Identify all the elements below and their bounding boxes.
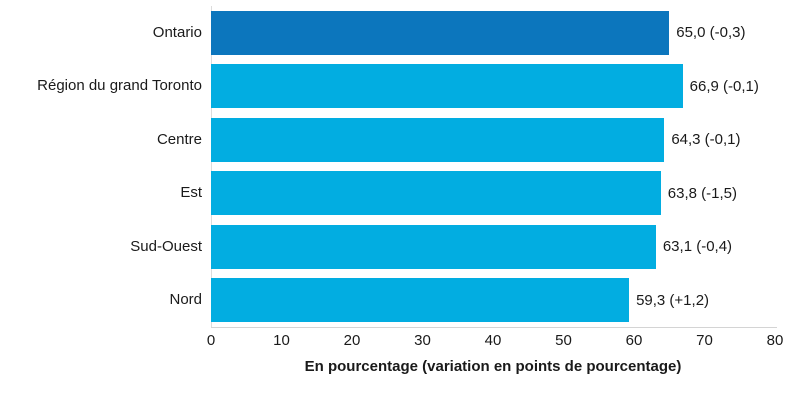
zero-gridline	[211, 6, 212, 327]
x-axis-title: En pourcentage (variation en points de p…	[304, 358, 682, 375]
value-label: 64,3 (-0,1)	[671, 131, 741, 149]
category-label: Région du grand Toronto	[37, 77, 202, 94]
x-axis-ticks: 0 10 20 30 40 50 60 70 80	[207, 332, 784, 352]
value-label: 66,9 (-0,1)	[689, 77, 759, 95]
value-label: 65,0 (-0,3)	[676, 24, 746, 42]
category-label: Sud-Ouest	[130, 237, 202, 255]
chart-row: Nord 59,3 (+1,2)	[0, 274, 800, 328]
chart-rows: Ontario 65,0 (-0,3) Région du grand Toront…	[0, 6, 800, 327]
chart-row: Région du grand Toronto 66,9 (-0,1)	[0, 60, 800, 114]
bar-area: 66,9 (-0,1)	[211, 64, 775, 109]
category-label: Ontario	[152, 23, 202, 41]
bar-area: 59,3 (+1,2)	[211, 278, 775, 323]
chart-row: Ontario 65,0 (-0,3)	[0, 6, 800, 60]
data-bar	[211, 64, 683, 109]
value-label: 63,1 (-0,4)	[662, 238, 733, 256]
data-bar	[211, 224, 656, 269]
data-bar	[211, 117, 665, 162]
x-tick-label: 0	[206, 332, 216, 349]
data-bar	[211, 10, 670, 55]
x-tick-label: 70	[696, 332, 713, 349]
bar-area: 63,1 (-0,4)	[211, 224, 775, 269]
x-tick-label: 50	[555, 332, 572, 349]
value-label: 63,8 (-1,5)	[667, 184, 737, 202]
category-label: Est	[180, 184, 202, 201]
x-axis-line	[211, 327, 777, 328]
x-tick-label: 40	[484, 332, 502, 349]
category-label: Nord	[169, 291, 202, 308]
x-tick-label: 10	[273, 332, 290, 349]
x-tick-label: 20	[343, 332, 361, 349]
bar-area: 64,3 (-0,1)	[211, 117, 775, 162]
data-bar	[211, 278, 630, 323]
x-tick-label: 60	[625, 332, 643, 349]
category-label: Centre	[156, 130, 202, 148]
chart-row: Est 63,8 (-1,5)	[0, 167, 800, 221]
x-tick-label: 80	[766, 332, 784, 349]
bar-area: 65,0 (-0,3)	[211, 10, 775, 55]
bar-area: 63,8 (-1,5)	[211, 171, 775, 216]
chart-row: Centre 64,3 (-0,1)	[0, 113, 800, 167]
value-label: 59,3 (+1,2)	[636, 291, 710, 309]
chart-row: Sud-Ouest 63,1 (-0,4)	[0, 220, 800, 274]
data-bar	[211, 171, 661, 216]
x-tick-label: 30	[414, 332, 431, 349]
